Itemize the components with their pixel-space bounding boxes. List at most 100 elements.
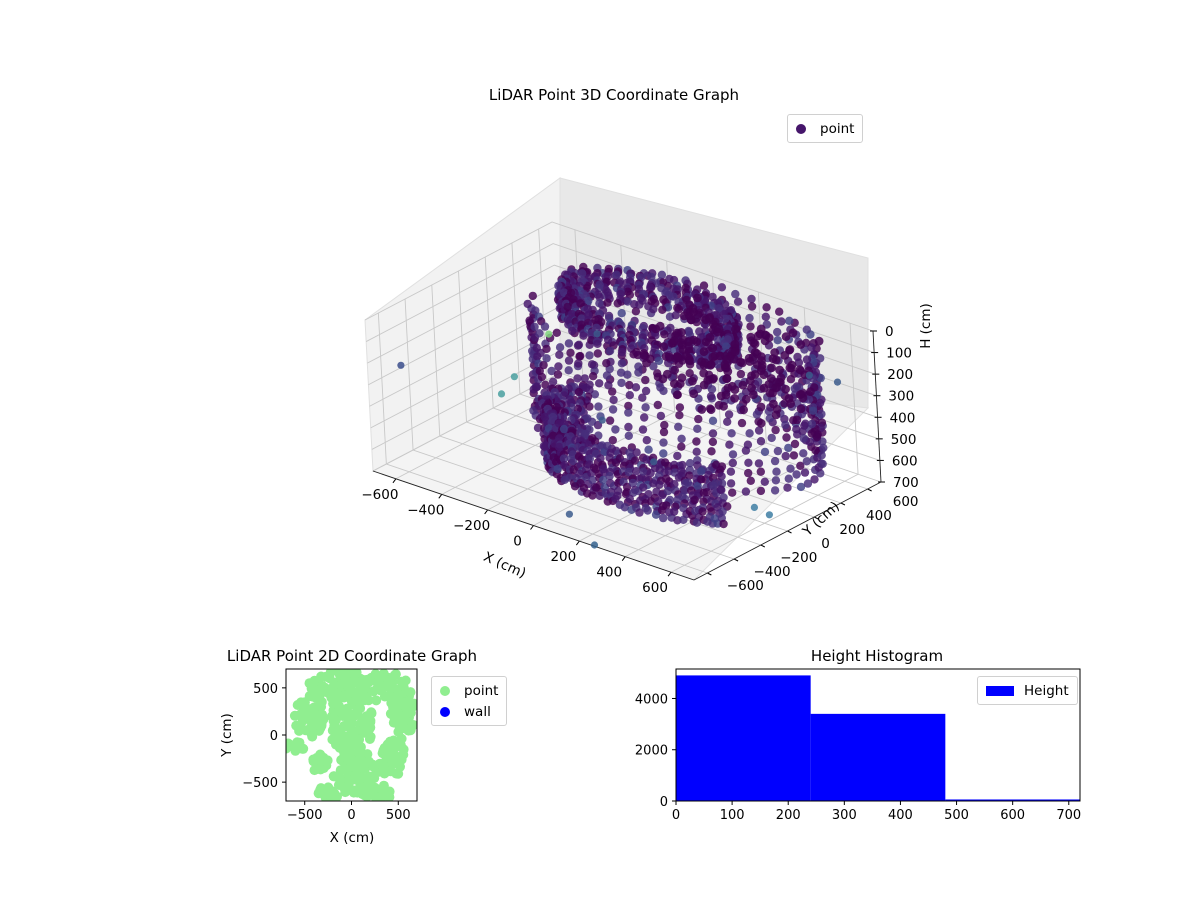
point-3d [772, 404, 782, 414]
legend-marker-point-2d [440, 685, 450, 696]
point-3d [616, 368, 626, 377]
point-3d [756, 486, 766, 496]
y-tick-label: 200 [839, 522, 865, 538]
point-3d [568, 326, 577, 336]
point-3d [624, 422, 633, 432]
point-3d [574, 387, 584, 397]
point-3d [762, 303, 771, 312]
point-3d [803, 479, 813, 488]
x-tick-label-hist: 600 [1000, 808, 1025, 823]
axis-line-3d [872, 330, 882, 483]
point-3d [771, 425, 780, 435]
point-3d [707, 447, 716, 456]
point-3d [662, 501, 671, 510]
point-3d [746, 332, 756, 342]
point-2d [377, 748, 388, 759]
point-3d [545, 330, 553, 338]
point-2d [359, 691, 370, 702]
point-3d [585, 385, 594, 395]
point-3d [660, 420, 669, 430]
point-3d [795, 365, 805, 375]
point-3d [635, 300, 644, 309]
point-2d [309, 675, 320, 686]
point-2d [339, 721, 349, 731]
point-3d [800, 421, 809, 430]
point-3d [756, 467, 765, 476]
point-3d [644, 445, 653, 454]
point-3d [731, 289, 740, 299]
point-3d [632, 448, 641, 457]
point-3d [587, 417, 597, 426]
point-3d [685, 459, 695, 468]
point-3d [715, 351, 725, 361]
x-tick-label: 600 [642, 580, 668, 596]
point-3d [698, 507, 707, 516]
point-3d [752, 349, 762, 359]
x-tick-label: −600 [361, 487, 398, 503]
h-tick-label: 500 [891, 432, 917, 448]
point-2d [314, 764, 325, 775]
point-3d [694, 414, 703, 424]
point-3d [699, 360, 709, 370]
y-tick-label: −400 [754, 564, 791, 580]
x-tick-label: 400 [596, 565, 622, 581]
point-3d [773, 336, 782, 345]
point-3d [725, 440, 734, 449]
point-3d [818, 459, 827, 469]
point-3d [628, 478, 638, 488]
x-tick-label-2d: 0 [347, 808, 355, 823]
point-3d [792, 470, 801, 479]
y-tick-label: 0 [821, 536, 830, 552]
point-2d [331, 771, 341, 782]
point-3d [608, 387, 617, 396]
point-3d [599, 475, 608, 485]
chart2d-legend: point wall [431, 676, 508, 726]
histogram-title: Height Histogram [810, 647, 944, 665]
point-2d [298, 743, 309, 754]
point-3d [624, 467, 633, 477]
point-3d [785, 345, 795, 354]
point-3d [723, 335, 732, 344]
point-2d [381, 766, 392, 777]
point-3d [577, 314, 586, 323]
point-2d [395, 713, 406, 724]
point-3d [730, 347, 740, 356]
point-3d [554, 281, 563, 290]
point-3d [659, 427, 669, 437]
x-tick [621, 556, 626, 561]
point-3d [808, 406, 818, 415]
point-3d [741, 394, 751, 404]
point-3d [580, 374, 589, 383]
point-2d [356, 756, 367, 766]
point-3d [752, 410, 762, 419]
point-3d [581, 429, 590, 439]
point-3d [658, 305, 667, 314]
point-3d [641, 403, 650, 412]
point-3d [593, 339, 602, 348]
point-2d [344, 775, 354, 786]
x-tick [575, 540, 580, 546]
x-tick-label-hist: 300 [832, 808, 857, 823]
point-3d [635, 508, 644, 517]
point-3d [708, 437, 718, 447]
y-tick-label: 400 [866, 508, 892, 524]
point-3d [799, 434, 808, 443]
point-3d [629, 350, 638, 359]
point-3d [625, 448, 634, 457]
point-3d [794, 358, 804, 367]
point-3d [564, 356, 574, 365]
point-2d [393, 700, 404, 710]
point-2d [393, 689, 403, 700]
point-3d [780, 351, 790, 360]
point-3d [681, 351, 691, 360]
point-3d [565, 510, 574, 518]
point-3d [671, 311, 680, 320]
point-3d [638, 425, 648, 434]
point-3d [708, 429, 718, 438]
point-3d [736, 369, 746, 379]
point-3d [588, 475, 597, 485]
point-3d [676, 338, 686, 347]
x-tick [667, 571, 672, 577]
y-tick [707, 572, 712, 576]
point-3d [651, 510, 661, 519]
